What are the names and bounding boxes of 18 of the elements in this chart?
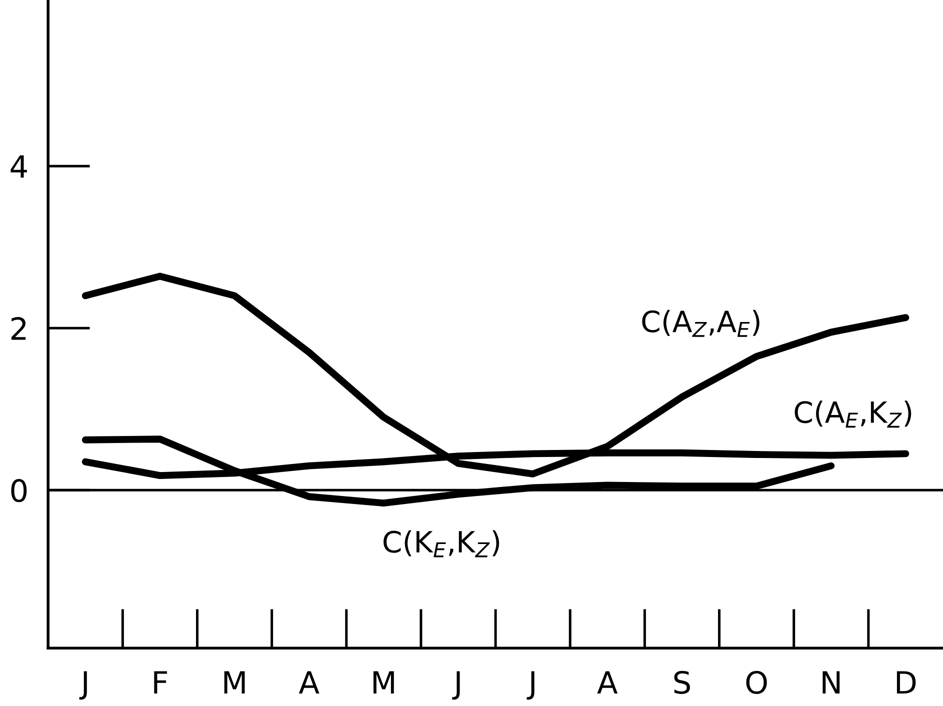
x-tick-label: J: [452, 671, 460, 700]
y-tick-label: 0: [11, 479, 27, 502]
y-tick-label: 4: [10, 155, 27, 178]
x-tick-label: A: [298, 671, 320, 694]
series-label: C(A$_{E}$,K$_{Z}$): [794, 400, 912, 428]
series-label: C(A$_{Z}$,A$_{E}$): [642, 310, 760, 337]
x-tick-label: N: [822, 671, 840, 694]
x-tick-label: M: [224, 671, 245, 694]
x-tick-label: F: [154, 671, 167, 694]
series-label: C(K$_{E}$,K$_{Z}$): [384, 530, 500, 558]
x-tick-label: J: [526, 671, 534, 700]
x-tick-label: M: [374, 671, 394, 694]
x-tick-label: J: [79, 671, 87, 700]
x-tick-label: D: [896, 671, 916, 694]
x-tick-label: S: [674, 670, 690, 694]
x-tick-label: A: [597, 671, 618, 694]
y-tick-label: 2: [11, 317, 26, 340]
x-tick-label: O: [746, 670, 767, 694]
